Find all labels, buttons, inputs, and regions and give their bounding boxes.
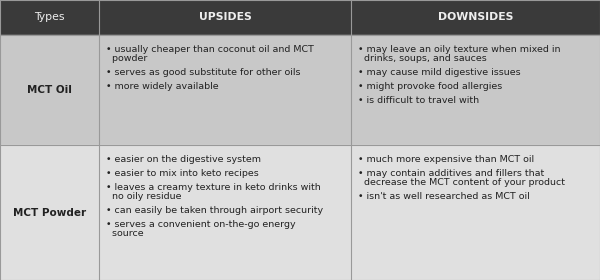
Text: • serves a convenient on-the-go energy: • serves a convenient on-the-go energy	[106, 220, 296, 229]
Text: • is difficult to travel with: • is difficult to travel with	[358, 96, 479, 105]
Text: • more widely available: • more widely available	[106, 82, 218, 91]
Bar	[351, 145, 600, 280]
Text: powder: powder	[106, 54, 148, 63]
Text: no oily residue: no oily residue	[106, 192, 182, 201]
Text: • might provoke food allergies: • might provoke food allergies	[358, 82, 502, 91]
Text: • usually cheaper than coconut oil and MCT: • usually cheaper than coconut oil and M…	[106, 45, 314, 54]
Text: • may leave an oily texture when mixed in: • may leave an oily texture when mixed i…	[358, 45, 560, 54]
Bar	[0, 0, 600, 35]
Text: • isn't as well researched as MCT oil: • isn't as well researched as MCT oil	[358, 192, 530, 201]
Bar	[99, 145, 351, 280]
Text: • may contain additives and fillers that: • may contain additives and fillers that	[358, 169, 544, 178]
Text: UPSIDES: UPSIDES	[199, 13, 251, 22]
Bar	[351, 35, 600, 145]
Bar	[0, 35, 99, 145]
Text: • may cause mild digestive issues: • may cause mild digestive issues	[358, 68, 521, 77]
Text: decrease the MCT content of your product: decrease the MCT content of your product	[358, 178, 565, 187]
Text: • easier on the digestive system: • easier on the digestive system	[106, 155, 261, 164]
Text: • leaves a creamy texture in keto drinks with: • leaves a creamy texture in keto drinks…	[106, 183, 321, 192]
Text: DOWNSIDES: DOWNSIDES	[438, 13, 513, 22]
Text: MCT Oil: MCT Oil	[27, 85, 72, 95]
Text: drinks, soups, and sauces: drinks, soups, and sauces	[358, 54, 487, 63]
Text: • can easily be taken through airport security: • can easily be taken through airport se…	[106, 206, 323, 215]
Bar	[99, 35, 351, 145]
Text: • easier to mix into keto recipes: • easier to mix into keto recipes	[106, 169, 259, 178]
Text: source: source	[106, 229, 143, 238]
Text: • serves as good substitute for other oils: • serves as good substitute for other oi…	[106, 68, 301, 77]
Text: Types: Types	[34, 13, 65, 22]
Bar	[0, 145, 99, 280]
Text: • much more expensive than MCT oil: • much more expensive than MCT oil	[358, 155, 534, 164]
Text: MCT Powder: MCT Powder	[13, 207, 86, 218]
